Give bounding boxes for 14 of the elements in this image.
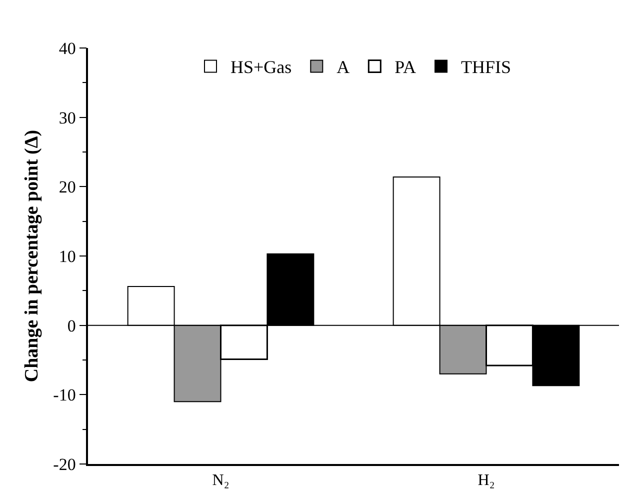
y-tick-label: 20 <box>58 178 76 197</box>
y-tick-label: -20 <box>53 454 76 474</box>
x-tick-label: N₂ <box>212 472 230 489</box>
y-tick-label: 40 <box>58 38 76 58</box>
legend-label: A <box>336 57 350 78</box>
y-tick-label: -10 <box>53 386 76 405</box>
legend-label: PA <box>394 57 416 78</box>
y-tick-label: 30 <box>58 108 76 128</box>
x-tick-label: H₂ <box>478 472 495 489</box>
legend-label: THFIS <box>461 57 512 78</box>
legend-label: HS+Gas <box>230 57 292 78</box>
y-tick-label: 10 <box>58 246 76 266</box>
y-tick-label: 0 <box>67 316 76 336</box>
y-axis-title: Change in percentage point (Δ) <box>22 130 43 382</box>
